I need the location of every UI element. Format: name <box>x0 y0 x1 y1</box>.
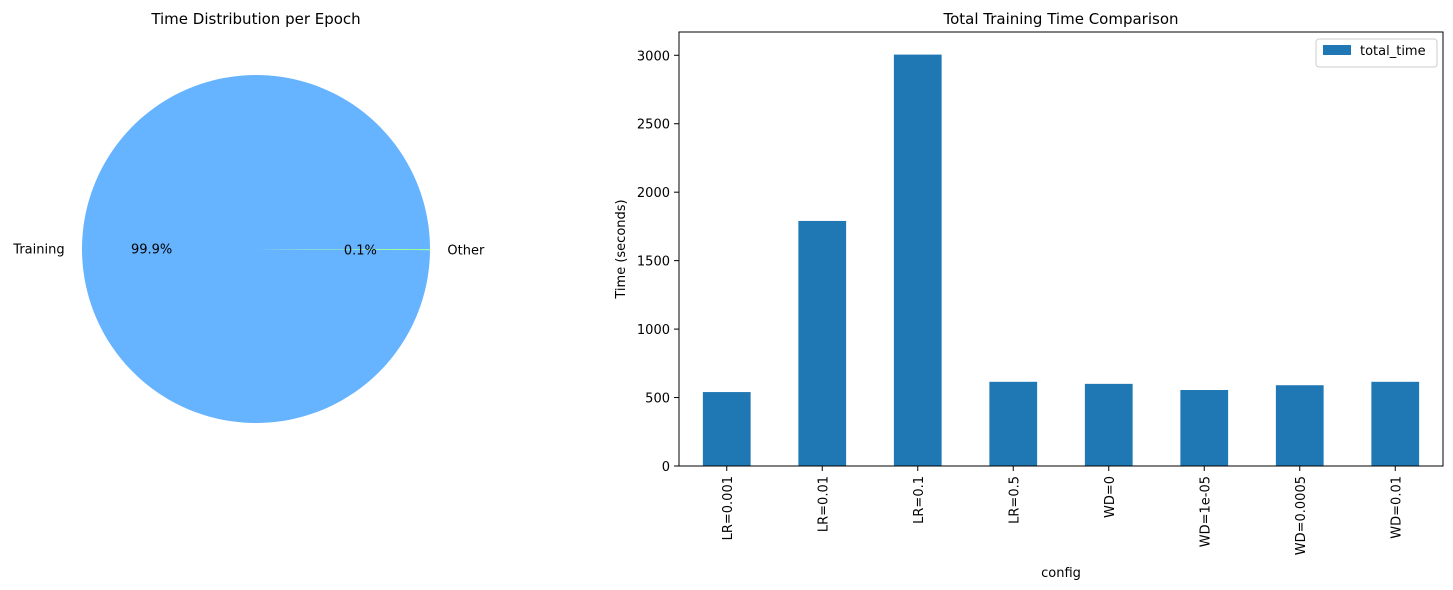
pie-slice-other <box>256 249 430 251</box>
pie-slice-training <box>81 74 431 423</box>
bar-0 <box>702 392 751 466</box>
pie-label-other: Other <box>447 244 485 259</box>
x-tick-label-1: LR=0.01 <box>816 476 831 532</box>
bar-4 <box>1084 383 1133 466</box>
pie-pct-other: 0.1% <box>344 243 377 258</box>
pie-title: Time Distribution per Epoch <box>150 10 360 28</box>
axes-frame <box>678 31 1444 467</box>
bar-chart: Total Training Time Comparison 0 500 1000 1… <box>614 10 1444 581</box>
bar-3 <box>989 381 1038 466</box>
y-tick-label-6: 3000 <box>637 49 670 64</box>
legend-swatch <box>1323 45 1351 55</box>
bars <box>702 54 1420 466</box>
x-tick-label-6: WD=0.0005 <box>1294 476 1309 555</box>
pie-slices <box>81 74 431 423</box>
pie-label-training: Training <box>12 242 64 257</box>
legend: total_time <box>1315 38 1438 68</box>
y-tick-label-1: 500 <box>645 392 670 407</box>
x-tick-label-4: WD=0 <box>1103 476 1118 518</box>
y-tick-label-0: 0 <box>662 460 670 475</box>
bar-title: Total Training Time Comparison <box>942 10 1178 28</box>
x-tick-label-2: LR=0.1 <box>912 476 927 524</box>
y-tick-label-5: 2500 <box>637 118 670 133</box>
x-axis: LR=0.001 LR=0.01 LR=0.1 LR=0.5 WD=0 WD=1e-05 W… <box>721 466 1404 555</box>
legend-label: total_time <box>1360 44 1426 59</box>
x-axis-label: config <box>1041 566 1081 581</box>
bar-7 <box>1371 381 1420 466</box>
bar-2 <box>893 54 942 466</box>
y-axis-label: Time (seconds) <box>614 199 629 299</box>
pie-pct-training: 99.9% <box>131 243 172 258</box>
pie-chart: Time Distribution per Epoch Training 99.9… <box>12 10 485 423</box>
x-tick-label-7: WD=0.01 <box>1389 476 1404 539</box>
y-axis: 0 500 1000 1500 2000 2500 3000 <box>637 49 679 475</box>
x-tick-label-5: WD=1e-05 <box>1198 476 1213 547</box>
pie-labels: Training 99.9% Other 0.1% <box>12 242 485 258</box>
y-tick-label-4: 2000 <box>637 186 670 201</box>
x-tick-label-3: LR=0.5 <box>1007 476 1022 524</box>
bar-1 <box>798 220 847 466</box>
y-tick-label-2: 1000 <box>637 323 670 338</box>
bar-5 <box>1180 390 1229 466</box>
x-tick-label-0: LR=0.001 <box>721 476 736 540</box>
y-tick-label-3: 1500 <box>637 255 670 270</box>
bar-6 <box>1275 385 1324 466</box>
